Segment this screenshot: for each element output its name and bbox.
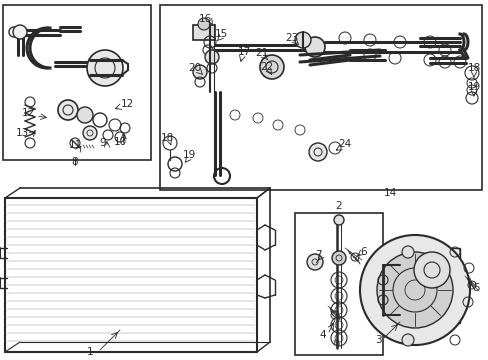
Text: 3: 3 — [374, 335, 381, 345]
Text: 18: 18 — [467, 63, 480, 73]
Circle shape — [294, 32, 310, 48]
Circle shape — [13, 25, 27, 39]
Text: 15: 15 — [214, 29, 227, 39]
Circle shape — [83, 126, 97, 140]
Text: 19: 19 — [182, 150, 195, 160]
Text: 11: 11 — [68, 140, 81, 150]
Circle shape — [306, 254, 323, 270]
Circle shape — [359, 235, 469, 345]
Circle shape — [413, 252, 449, 288]
Text: 4: 4 — [319, 330, 325, 340]
Bar — [404, 248, 459, 323]
Text: 20: 20 — [188, 63, 201, 73]
Bar — [294, 213, 382, 355]
Circle shape — [193, 65, 206, 79]
Circle shape — [204, 50, 219, 64]
Text: 2: 2 — [335, 201, 342, 211]
Text: 23: 23 — [285, 33, 298, 43]
Circle shape — [401, 246, 413, 258]
Text: 6: 6 — [360, 247, 366, 257]
Circle shape — [260, 55, 284, 79]
Circle shape — [77, 107, 93, 123]
Bar — [160, 5, 481, 190]
Circle shape — [58, 100, 78, 120]
Text: 17: 17 — [237, 47, 250, 57]
Circle shape — [87, 50, 123, 86]
Text: 19: 19 — [467, 82, 480, 92]
Text: 24: 24 — [338, 139, 351, 149]
Circle shape — [198, 18, 209, 30]
Text: 21: 21 — [255, 48, 268, 58]
Text: 1: 1 — [86, 347, 93, 357]
Text: 12: 12 — [120, 99, 133, 109]
Text: 10: 10 — [113, 137, 126, 147]
Text: 7: 7 — [314, 250, 321, 260]
Text: 9: 9 — [100, 138, 106, 148]
Text: 12: 12 — [21, 108, 35, 118]
Circle shape — [331, 251, 346, 265]
Text: 5: 5 — [472, 283, 478, 293]
Text: 8: 8 — [72, 157, 78, 167]
Bar — [193, 25, 215, 40]
Circle shape — [401, 334, 413, 346]
Text: 14: 14 — [383, 188, 396, 198]
Text: 22: 22 — [260, 62, 273, 72]
Circle shape — [376, 252, 452, 328]
Circle shape — [308, 143, 326, 161]
Text: 18: 18 — [160, 133, 173, 143]
Bar — [3, 5, 151, 160]
Text: 13: 13 — [15, 128, 29, 138]
Circle shape — [305, 37, 325, 57]
Text: 16: 16 — [198, 14, 211, 24]
Circle shape — [333, 215, 343, 225]
